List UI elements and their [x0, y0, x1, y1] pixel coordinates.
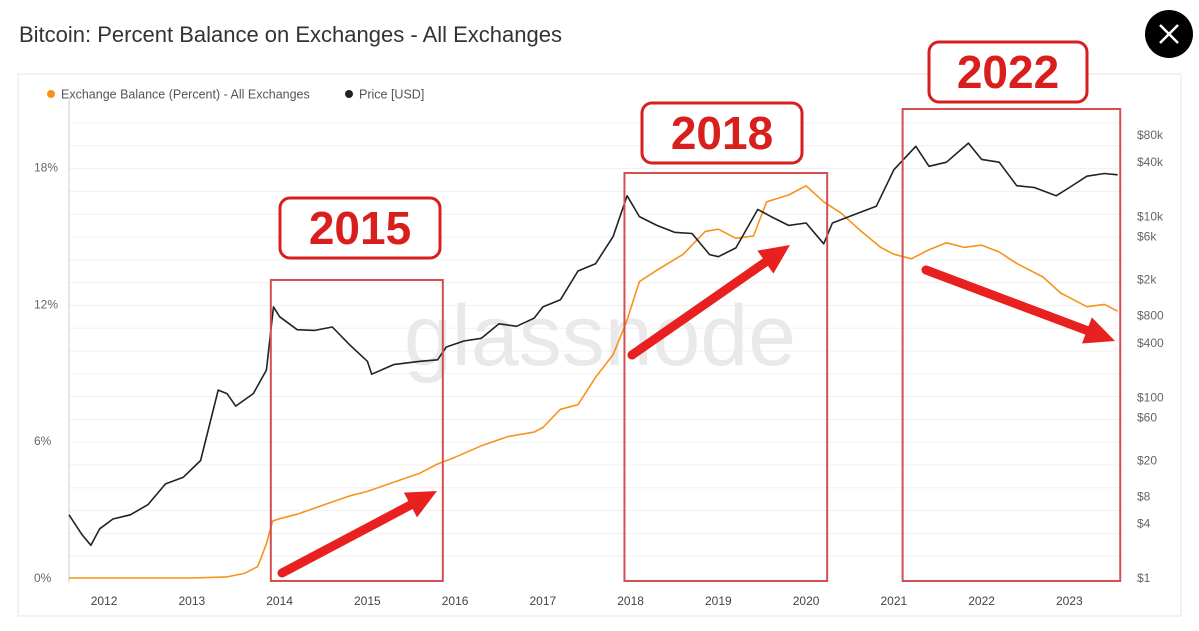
right-tick-label: $80k [1137, 128, 1164, 142]
right-tick-label: $6k [1137, 230, 1157, 244]
left-tick-label: 0% [34, 571, 52, 585]
gridlines [69, 122, 1122, 557]
x-tick-label: 2014 [266, 594, 293, 608]
right-tick-label: $8 [1137, 489, 1151, 503]
x-tick-label: 2013 [178, 594, 205, 608]
annotation-arrow-shaft [627, 257, 770, 360]
legend[interactable]: Exchange Balance (Percent) - All Exchang… [47, 88, 424, 102]
series-lines [68, 142, 1118, 579]
annotation-arrow-shaft [277, 500, 415, 578]
annotation-box [269, 279, 444, 582]
annotation-arrow-head [757, 245, 790, 274]
legend-label[interactable]: Price [USD] [359, 88, 424, 102]
annotation-box [623, 172, 829, 582]
close-icon [1159, 24, 1179, 44]
annotation-arrow-head [403, 491, 437, 518]
annotation-label-box [927, 40, 1089, 104]
legend-marker[interactable] [345, 90, 353, 98]
legend-marker[interactable] [47, 90, 55, 98]
annotation-label: 2022 [957, 46, 1059, 98]
right-tick-label: $10k [1137, 210, 1164, 224]
x-tick-label: 2022 [968, 594, 995, 608]
x-tick-label: 2021 [880, 594, 907, 608]
close-button[interactable] [1145, 10, 1193, 58]
right-tick-label: $800 [1137, 309, 1164, 323]
series-line [69, 185, 1118, 579]
x-axis: 2012 2013 2014 2015 2016 2017 2018 2019 2020 2021… [91, 594, 1083, 608]
annotation-arrow-head [1081, 317, 1115, 344]
legend-label[interactable]: Exchange Balance (Percent) - All Exchang… [61, 88, 310, 102]
right-tick-label: $1 [1137, 571, 1151, 585]
left-axis: 0% 6% 12% 18% [34, 100, 70, 585]
right-tick-label: $40k [1137, 155, 1164, 169]
watermark: glassnode [404, 288, 796, 384]
x-tick-label: 2015 [354, 594, 381, 608]
right-tick-label: $4 [1137, 517, 1151, 531]
annotation-label: 2018 [671, 107, 773, 159]
left-tick-label: 6% [34, 434, 52, 448]
x-tick-label: 2018 [617, 594, 644, 608]
x-tick-label: 2016 [442, 594, 469, 608]
annotation-label-box [640, 101, 804, 165]
right-tick-label: $2k [1137, 273, 1157, 287]
annotation-arrow-shaft [921, 265, 1092, 335]
x-tick-label: 2020 [793, 594, 820, 608]
right-axis: $1 $4 $8 $20 $60 $100 $400 $800 $2k $6k $10k $40k $8… [1137, 128, 1164, 585]
right-tick-label: $400 [1137, 336, 1164, 350]
x-tick-label: 2023 [1056, 594, 1083, 608]
left-tick-label: 12% [34, 297, 58, 311]
right-tick-label: $100 [1137, 390, 1164, 404]
chart-frame [17, 73, 1182, 617]
left-tick-label: 18% [34, 161, 58, 175]
annotations: 2015 2018 2022 [269, 40, 1122, 582]
right-tick-label: $20 [1137, 453, 1157, 467]
x-tick-label: 2012 [91, 594, 118, 608]
chart-title: Bitcoin: Percent Balance on Exchanges - … [19, 22, 562, 47]
right-tick-label: $60 [1137, 410, 1157, 424]
annotation-box [901, 108, 1122, 582]
annotation-label-box [278, 196, 442, 260]
annotation-label: 2015 [309, 202, 411, 254]
x-tick-label: 2017 [529, 594, 556, 608]
series-line [68, 142, 1118, 547]
x-tick-label: 2019 [705, 594, 732, 608]
